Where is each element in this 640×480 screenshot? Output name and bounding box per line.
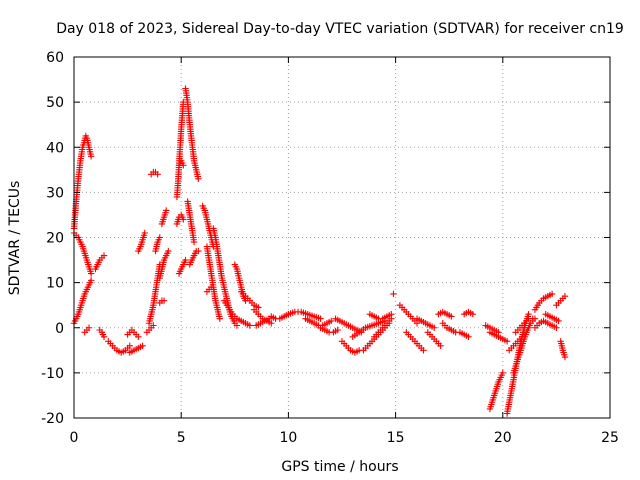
x-axis-label: GPS time / hours — [281, 459, 398, 475]
data-point-sat-bb — [503, 338, 511, 345]
data-point-sat-ai — [317, 315, 324, 322]
y-tick-label: 20 — [46, 231, 64, 247]
data-point-sat-bi — [553, 324, 560, 331]
data-point-sat-at — [420, 347, 427, 354]
data-point-sat-x — [195, 247, 202, 255]
grid-lines — [74, 57, 610, 418]
y-tick-label: 60 — [46, 50, 64, 66]
data-point-sat-j — [141, 229, 148, 237]
y-tick-label: 40 — [46, 140, 64, 156]
chart-title: Day 018 of 2023, Sidereal Day-to-day VTE… — [56, 21, 624, 37]
data-point-sat-d — [85, 324, 93, 331]
data-point-sat-bl — [561, 353, 569, 361]
x-tick-label: 10 — [279, 430, 297, 446]
data-point-sat-b — [87, 270, 95, 277]
data-point-sat-af — [268, 320, 275, 327]
data-point-sat-aw — [448, 313, 455, 320]
y-tick-label: 10 — [46, 276, 64, 292]
data-point-sat-bh — [548, 290, 556, 298]
data-point-sat-ay — [465, 333, 472, 340]
y-tick-label: 50 — [46, 95, 64, 111]
data-point-sat-u — [182, 256, 189, 264]
data-point-sat-i — [139, 342, 146, 349]
data-point-sat-s — [180, 216, 187, 223]
data-point-sat-a — [87, 153, 95, 160]
data-point-sat-bk — [561, 292, 569, 300]
y-tick-label: -20 — [41, 411, 64, 427]
data-point-sat-ab — [208, 283, 215, 291]
x-tick-label: 20 — [494, 430, 512, 446]
data-point-sat-aa — [233, 322, 241, 329]
x-tick-label: 0 — [70, 430, 79, 446]
data-point-sat-l — [150, 322, 157, 329]
data-point-sat-av — [437, 342, 444, 349]
data-point-sat-e — [100, 252, 108, 259]
data-point-sat-bg — [529, 315, 537, 322]
data-point-sat-c — [87, 277, 95, 284]
data-point-sat-p — [165, 247, 172, 255]
y-tick-label: -10 — [41, 366, 64, 382]
data-point-sat-z — [216, 315, 223, 322]
data-point-sat-aq — [388, 315, 395, 322]
data-point-sat-ak — [334, 326, 341, 334]
data-point-sat-bj — [555, 317, 562, 325]
data-point-sat-bc — [499, 369, 506, 377]
data-point-sat-az — [469, 311, 476, 318]
data-point-sat-au — [430, 324, 438, 331]
data-point-sat-t — [180, 162, 187, 169]
data-point-sat-aj — [328, 317, 335, 325]
data-point-sat-h — [135, 333, 142, 340]
y-tick-label: 0 — [55, 321, 64, 337]
data-point-sat-q — [162, 207, 170, 214]
x-tick-label: 25 — [601, 430, 619, 446]
y-axis-label: SDTVAR / TECUs — [7, 181, 23, 296]
data-point-sat-g — [126, 342, 133, 349]
data-point-sat-m — [154, 171, 161, 178]
x-tick-label: 5 — [177, 430, 186, 446]
data-point-sat-f — [100, 333, 108, 340]
data-point-sat-ae — [255, 304, 262, 311]
y-tick-label: 30 — [46, 185, 64, 201]
data-point-sat-w — [190, 238, 198, 246]
data-point-sat-ar — [390, 290, 397, 298]
axis-ticks: 0 5 10 15 20 25 -20 -10 0 10 20 30 40 50 60 — [41, 50, 619, 446]
data-point-sat-ad — [246, 322, 254, 329]
data-points — [70, 85, 569, 417]
data-point-sat-v — [195, 175, 202, 183]
x-tick-label: 15 — [387, 430, 405, 446]
data-point-sat-n — [156, 234, 163, 241]
data-point-sat-o — [160, 297, 168, 304]
